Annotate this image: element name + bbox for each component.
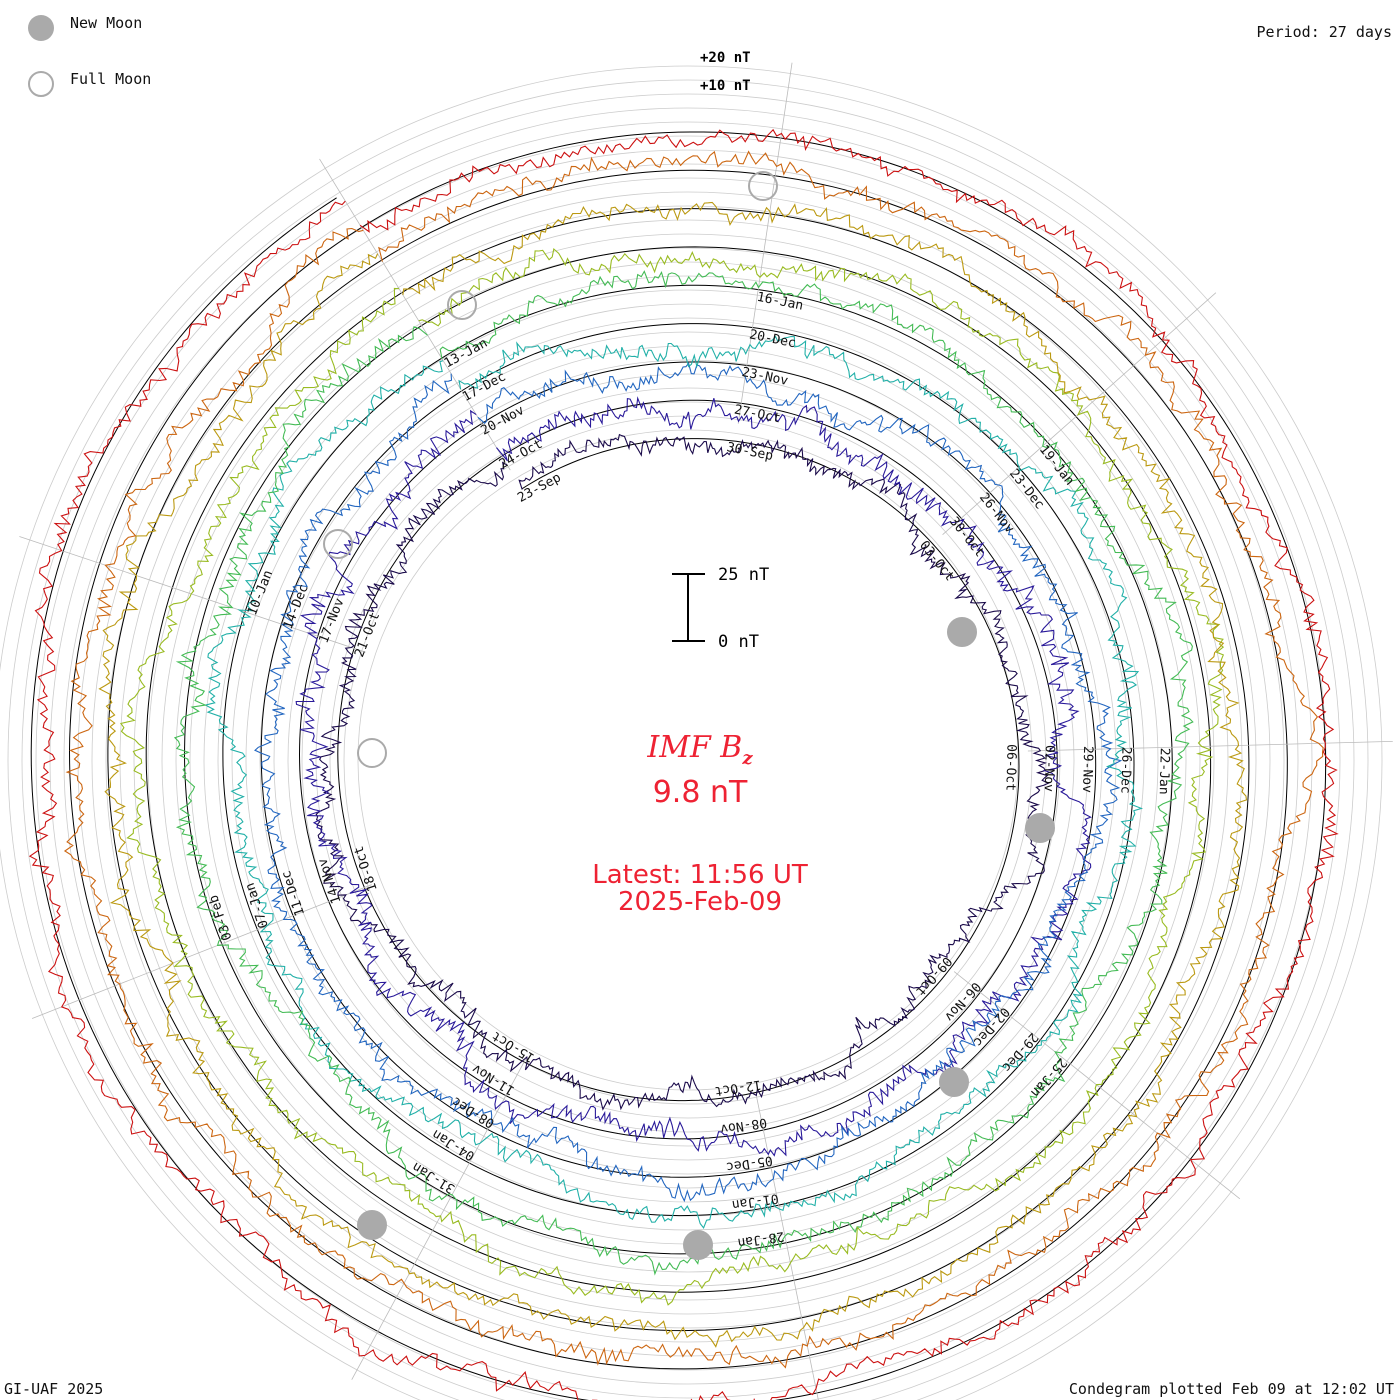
series-line-1	[295, 396, 1092, 1157]
grid-ring	[273, 345, 1103, 1175]
grid-ring	[133, 205, 1243, 1315]
grid-ring	[315, 387, 1061, 1133]
grid-ring	[35, 107, 1341, 1400]
date-label: 22-Jan	[1156, 748, 1172, 795]
grid-ring	[63, 135, 1313, 1385]
day-spoke	[19, 536, 366, 653]
series-line-7	[63, 150, 1324, 1369]
series-line-6	[98, 201, 1248, 1348]
date-label: 05-Dec	[725, 1152, 774, 1174]
full-moon-marker	[447, 290, 477, 320]
baseline-spiral	[30, 131, 1327, 1400]
day-spoke	[942, 292, 1217, 535]
grid-ring	[189, 261, 1187, 1259]
date-label: 14-Nov	[315, 856, 344, 905]
series-line-5	[119, 247, 1225, 1306]
grid-ring	[245, 317, 1131, 1203]
series-line-4	[173, 270, 1194, 1276]
center-title-sub: z	[742, 748, 753, 769]
credit-label: GI-UAF 2025	[4, 1380, 104, 1398]
date-label: 29-Nov	[1079, 746, 1095, 793]
grid-ring	[91, 163, 1285, 1357]
latest-date: 2025-Feb-09	[617, 887, 783, 917]
center-value: 9.8 nT	[652, 775, 748, 810]
day-spoke	[1027, 740, 1393, 752]
ring-scale-labels: +20 nT +10 nT	[700, 50, 751, 94]
date-label: 26-Dec	[1117, 747, 1133, 794]
day-spoke	[737, 62, 793, 424]
grid-ring	[21, 93, 1355, 1400]
plotted-label: Condegram plotted Feb 09 at 12:02 UT	[1068, 1380, 1394, 1398]
grid-ring	[7, 79, 1369, 1400]
full-moon-marker	[748, 171, 778, 201]
date-label: 26-Nov	[976, 490, 1017, 536]
moon-markers	[323, 171, 1055, 1260]
date-label: 11-Dec	[279, 868, 308, 917]
scale-bar-bottom-label: 0 nT	[718, 632, 759, 652]
grid-ring	[77, 149, 1299, 1371]
new-moon-marker	[947, 617, 977, 647]
date-label: 23-Sep	[515, 470, 564, 506]
grid-ring	[105, 177, 1271, 1343]
full-moon-marker	[357, 738, 387, 768]
period-label: Period: 27 days	[1256, 23, 1392, 41]
grid-ring	[0, 65, 1383, 1400]
series-line-8	[28, 128, 1339, 1400]
date-label: 30-Sep	[725, 440, 774, 464]
full-moon-marker	[323, 529, 353, 559]
full-moon-label: Full Moon	[70, 70, 152, 88]
date-label: 06-Oct	[1002, 744, 1018, 791]
date-label: 23-Dec	[1006, 466, 1047, 512]
center-title: IMF Bz	[540, 730, 860, 769]
date-label: 30-Oct	[946, 514, 987, 560]
new-moon-label: New Moon	[70, 14, 143, 32]
new-moon-icon	[28, 15, 54, 41]
center-title-main: IMF B	[647, 730, 743, 765]
date-label: 10-Jan	[245, 568, 276, 617]
new-moon-marker	[939, 1067, 969, 1097]
new-moon-marker	[357, 1210, 387, 1240]
grid-ring	[175, 247, 1201, 1273]
series-traces	[28, 128, 1339, 1400]
grid-ring	[343, 415, 1033, 1105]
day-spoke	[351, 1058, 527, 1380]
date-label: 12-Oct	[714, 1076, 763, 1098]
ring-scale-label-20: +20 nT	[700, 50, 751, 66]
date-label: 28-Jan	[736, 1228, 785, 1250]
series-line-3	[203, 335, 1144, 1229]
date-label: 03-Feb	[206, 893, 235, 942]
ring-scale-label-10: +10 nT	[700, 78, 751, 94]
series-line-2	[254, 361, 1123, 1203]
series-line-0	[315, 433, 1050, 1111]
date-label: 02-Nov	[1041, 745, 1057, 792]
scale-bar: 25 nT 0 nT	[672, 565, 769, 652]
latest-time: Latest: 11:56 UT	[592, 860, 808, 890]
date-label: 08-Nov	[719, 1114, 768, 1136]
date-label: 20-Nov	[479, 403, 528, 439]
grid-ring	[301, 373, 1075, 1147]
grid-ring	[287, 359, 1089, 1161]
day-spoke	[755, 1093, 819, 1400]
day-spokes	[19, 62, 1393, 1400]
new-moon-marker	[1025, 813, 1055, 843]
grid-ring	[161, 233, 1215, 1287]
new-moon-marker	[683, 1230, 713, 1260]
date-label: 01-Jan	[731, 1190, 780, 1212]
grid-ring	[217, 289, 1159, 1231]
full-moon-icon	[28, 71, 54, 97]
date-label: 09-Oct	[912, 953, 954, 998]
grid-ring	[329, 401, 1047, 1119]
scale-bar-top-label: 25 nT	[718, 565, 769, 585]
grid-ring	[357, 429, 1019, 1091]
grid-ring	[147, 219, 1229, 1301]
date-label: 14-Dec	[281, 582, 312, 631]
date-label: 21-Oct	[352, 610, 383, 659]
day-spoke	[31, 884, 372, 1019]
